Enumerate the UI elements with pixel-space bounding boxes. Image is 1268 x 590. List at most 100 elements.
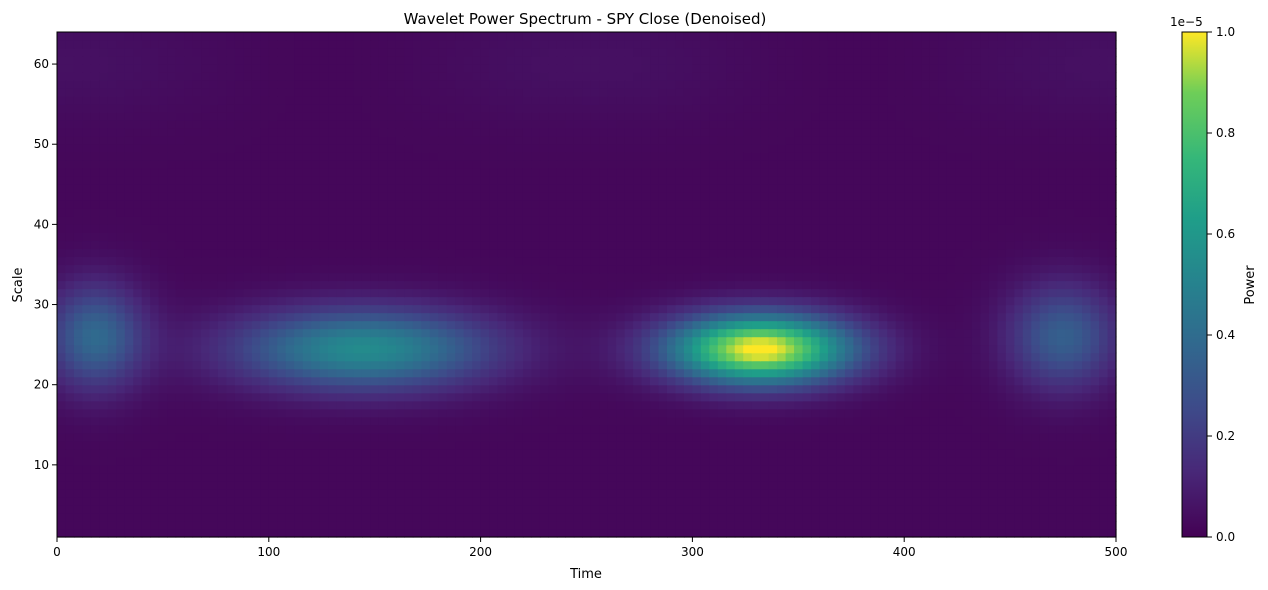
heatmap-cell: [150, 472, 160, 482]
heatmap-cell: [1056, 232, 1066, 242]
heatmap-cell: [794, 520, 804, 530]
heatmap-cell: [387, 464, 397, 474]
heatmap-cell: [666, 344, 677, 354]
heatmap-cell: [57, 296, 67, 306]
heatmap-cell: [556, 416, 566, 426]
heatmap-cell: [99, 464, 109, 474]
heatmap-cell: [785, 328, 795, 338]
heatmap-cell: [1031, 328, 1041, 338]
heatmap-cell: [768, 248, 778, 258]
heatmap-cell: [1022, 368, 1032, 378]
heatmap-cell: [387, 344, 397, 354]
heatmap-cell: [717, 456, 727, 466]
heatmap-cell: [387, 360, 397, 370]
heatmap-cell: [726, 464, 736, 474]
heatmap-cell: [209, 224, 219, 233]
heatmap-cell: [243, 344, 253, 354]
heatmap-cell: [777, 328, 787, 338]
heatmap-cell: [616, 296, 626, 306]
heatmap-cell: [743, 416, 753, 426]
heatmap-cell: [565, 368, 575, 378]
heatmap-cell: [209, 320, 219, 330]
heatmap-cell: [921, 408, 931, 418]
heatmap-cell: [726, 488, 736, 498]
heatmap-cell: [99, 352, 109, 362]
heatmap-cell: [743, 304, 753, 314]
heatmap-cell: [624, 264, 634, 274]
heatmap-cell: [650, 512, 660, 522]
heatmap-cell: [1107, 456, 1117, 466]
heatmap-cell: [150, 368, 160, 378]
heatmap-cell: [387, 216, 397, 225]
heatmap-cell: [243, 376, 253, 386]
heatmap-cell: [624, 280, 634, 290]
heatmap-cell: [192, 312, 202, 322]
heatmap-cell: [955, 376, 965, 386]
heatmap-cell: [82, 224, 92, 233]
heatmap-cell: [768, 264, 778, 274]
heatmap-cell: [963, 272, 973, 282]
heatmap-cell: [683, 224, 693, 233]
heatmap-cell: [294, 384, 304, 394]
heatmap-cell: [878, 440, 888, 450]
heatmap-cell: [946, 416, 956, 426]
heatmap-cell: [760, 432, 770, 442]
heatmap-cell: [116, 360, 126, 370]
heatmap-cell: [277, 272, 287, 282]
heatmap-cell: [336, 312, 346, 322]
heatmap-cell: [556, 520, 566, 530]
heatmap-cell: [743, 512, 753, 522]
heatmap-cell: [717, 232, 727, 242]
heatmap-cell: [472, 424, 482, 434]
heatmap-cell: [819, 384, 829, 394]
heatmap-cell: [912, 424, 922, 434]
heatmap-cell: [260, 376, 270, 386]
heatmap-cell: [234, 240, 244, 250]
heatmap-cell: [345, 272, 355, 282]
heatmap-cell: [861, 248, 871, 258]
heatmap-cell: [1022, 360, 1032, 370]
heatmap-cell: [692, 280, 702, 290]
heatmap-cell: [167, 320, 177, 330]
heatmap-cell: [497, 480, 507, 490]
heatmap-cell: [421, 312, 431, 322]
heatmap-cell: [319, 368, 329, 378]
heatmap-cell: [573, 424, 583, 434]
heatmap-cell: [1022, 424, 1032, 434]
heatmap-cell: [997, 400, 1007, 410]
heatmap-cell: [717, 376, 727, 386]
heatmap-cell: [107, 240, 117, 250]
heatmap-cell: [209, 456, 219, 466]
heatmap-cell: [387, 400, 397, 410]
heatmap-cell: [624, 400, 634, 410]
heatmap-cell: [438, 312, 448, 322]
heatmap-cell: [751, 512, 761, 522]
heatmap-cell: [827, 472, 838, 482]
heatmap-cell: [607, 408, 617, 418]
heatmap-cell: [522, 520, 533, 530]
heatmap-cell: [361, 504, 372, 514]
heatmap-cell: [268, 320, 278, 330]
heatmap-cell: [514, 312, 524, 322]
heatmap-cell: [65, 464, 75, 474]
heatmap-cell: [666, 504, 677, 514]
heatmap-cell: [446, 248, 456, 258]
heatmap-cell: [463, 400, 473, 410]
heatmap-cell: [573, 336, 583, 346]
heatmap-cell: [285, 360, 295, 370]
heatmap-cell: [1048, 256, 1058, 266]
heatmap-cell: [353, 336, 363, 346]
heatmap-cell: [590, 384, 600, 394]
heatmap-cell: [412, 360, 422, 370]
heatmap-cell: [345, 432, 355, 442]
heatmap-cell: [726, 344, 736, 354]
heatmap-cell: [599, 480, 609, 490]
heatmap-cell: [539, 376, 549, 386]
heatmap-cell: [1048, 352, 1058, 362]
heatmap-cell: [709, 440, 719, 450]
heatmap-cell: [683, 264, 693, 274]
heatmap-cell: [345, 312, 355, 322]
heatmap-cell: [666, 392, 677, 402]
heatmap-cell: [539, 352, 549, 362]
heatmap-cell: [929, 368, 939, 378]
